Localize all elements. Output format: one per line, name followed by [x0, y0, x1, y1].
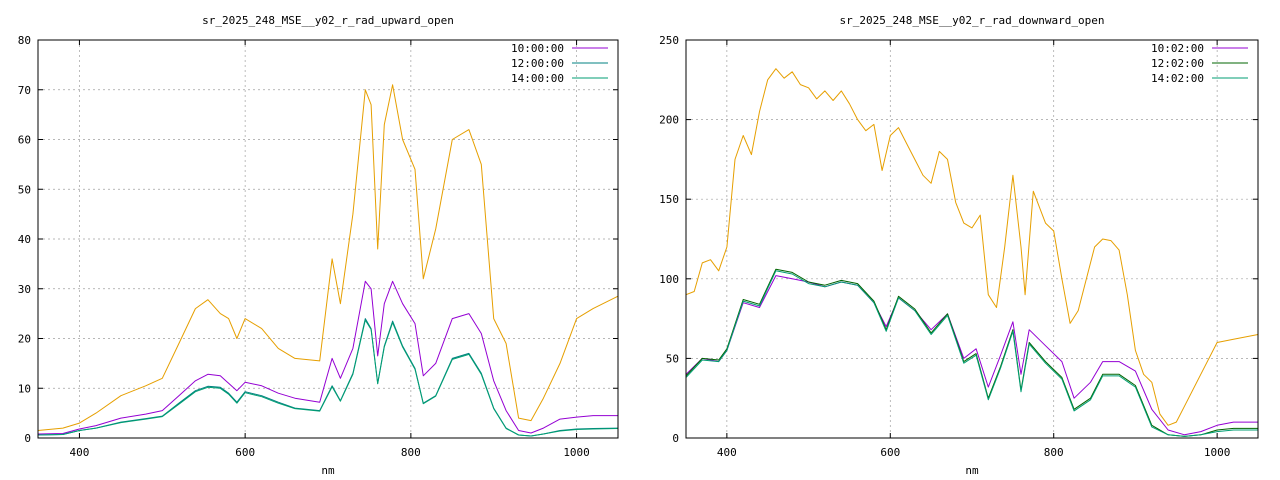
x-tick-label: 800	[401, 446, 421, 459]
chart-title: sr_2025_248_MSE__y02_r_rad_downward_open	[840, 14, 1105, 27]
series-line-4	[37, 84, 619, 431]
chart-title: sr_2025_248_MSE__y02_r_rad_upward_open	[202, 14, 454, 27]
legend-entry-label: 10:02:00	[1151, 42, 1204, 55]
x-tick-label: 1000	[1204, 446, 1231, 459]
y-tick-label: 0	[672, 432, 679, 445]
legend-entry-label: 12:00:00	[511, 57, 564, 70]
series-line-1	[685, 275, 1258, 436]
y-tick-label: 30	[18, 283, 31, 296]
y-tick-label: 20	[18, 333, 31, 346]
y-tick-label: 0	[24, 432, 31, 445]
series-line-2	[685, 268, 1258, 437]
legend-entry-label: 14:02:00	[1151, 72, 1204, 85]
y-tick-label: 70	[18, 84, 31, 97]
chart-2: sr_2025_248_MSE__y02_r_rad_downward_open…	[659, 14, 1259, 477]
y-tick-label: 150	[659, 193, 679, 206]
y-tick-label: 200	[659, 114, 679, 127]
plot-frame	[685, 39, 1259, 439]
x-axis-label: nm	[965, 464, 979, 477]
y-tick-label: 10	[18, 382, 31, 395]
series-line-3	[685, 270, 1258, 437]
x-tick-label: 1000	[563, 446, 590, 459]
series-line-2	[37, 318, 619, 437]
legend-entry-label: 12:02:00	[1151, 57, 1204, 70]
legend-entry-label: 14:00:00	[511, 72, 564, 85]
x-axis-label: nm	[321, 464, 335, 477]
y-tick-label: 50	[666, 352, 679, 365]
x-tick-label: 400	[69, 446, 89, 459]
x-tick-label: 600	[235, 446, 255, 459]
series-line-4	[685, 68, 1259, 426]
y-tick-label: 100	[659, 273, 679, 286]
series-line-3	[37, 319, 619, 437]
y-tick-label: 250	[659, 34, 679, 47]
y-tick-label: 80	[18, 34, 31, 47]
y-tick-label: 50	[18, 183, 31, 196]
x-tick-label: 800	[1044, 446, 1064, 459]
x-tick-label: 400	[717, 446, 737, 459]
x-tick-label: 600	[880, 446, 900, 459]
plot-frame	[37, 39, 619, 439]
y-tick-label: 40	[18, 233, 31, 246]
series-line-1	[37, 280, 618, 435]
chart-1: sr_2025_248_MSE__y02_r_rad_upward_open 40…	[18, 14, 619, 477]
y-tick-label: 60	[18, 134, 31, 147]
legend-entry-label: 10:00:00	[511, 42, 564, 55]
